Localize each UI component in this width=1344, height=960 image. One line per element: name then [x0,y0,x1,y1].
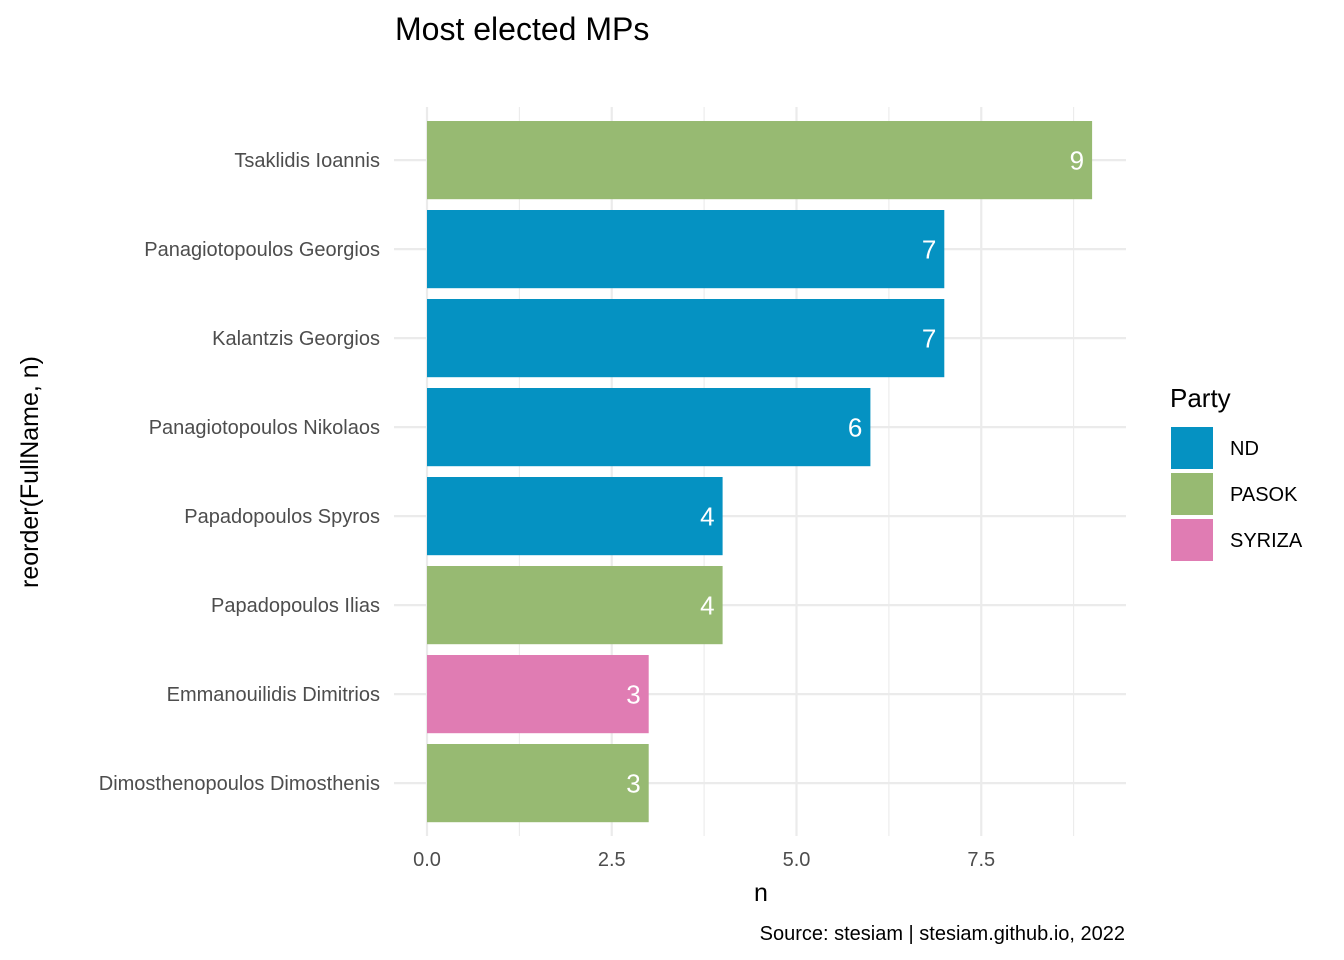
bar [427,210,945,289]
bar-value-label: 3 [626,769,640,799]
legend-label: ND [1230,438,1259,460]
x-axis-ticks: 0.0 2.5 5.0 7.5 [413,849,995,871]
x-axis-title: n [754,879,768,907]
y-tick-label: Tsaklidis Ioannis [234,150,380,172]
bar [427,744,649,823]
legend-title: Party [1170,383,1231,413]
bar-value-label: 4 [700,502,714,532]
y-tick-label: Panagiotopoulos Georgios [144,239,380,261]
bar-value-label: 7 [922,235,936,265]
y-tick-label: Dimosthenopoulos Dimosthenis [99,773,380,795]
x-tick-label: 0.0 [413,849,441,871]
bar [427,299,945,378]
bar-value-label: 3 [626,680,640,710]
y-tick-label: Kalantzis Georgios [212,328,380,350]
bar [427,477,723,556]
legend-label: PASOK [1230,484,1298,506]
legend-swatch [1171,473,1213,515]
bar-value-labels: 9 7 7 6 4 4 3 3 [626,146,1084,799]
bar [427,388,871,467]
bar-value-label: 6 [848,413,862,443]
bar-value-label: 4 [700,591,714,621]
bar-value-label: 7 [922,324,936,354]
chart-title: Most elected MPs [395,11,649,47]
x-tick-label: 2.5 [598,849,626,871]
y-tick-label: Papadopoulos Spyros [184,506,380,528]
y-axis-title: reorder(FullName, n) [16,356,44,588]
x-tick-label: 5.0 [783,849,811,871]
y-tick-label: Papadopoulos Ilias [211,595,380,617]
bar-value-label: 9 [1070,146,1084,176]
bars-group [427,121,1093,823]
bar [427,566,723,645]
legend-swatch [1171,519,1213,561]
bar [427,121,1093,200]
chart-caption: Source: stesiam | stesiam.github.io, 202… [760,923,1125,945]
legend-label: SYRIZA [1230,530,1303,552]
y-tick-label: Emmanouilidis Dimitrios [167,684,380,706]
bar [427,655,649,734]
y-tick-label: Panagiotopoulos Nikolaos [149,417,380,439]
x-tick-label: 7.5 [967,849,995,871]
y-axis-ticks: Tsaklidis Ioannis Panagiotopoulos Georgio… [99,150,380,795]
legend-swatch [1171,427,1213,469]
legend: Party ND PASOK SYRIZA [1170,383,1303,561]
